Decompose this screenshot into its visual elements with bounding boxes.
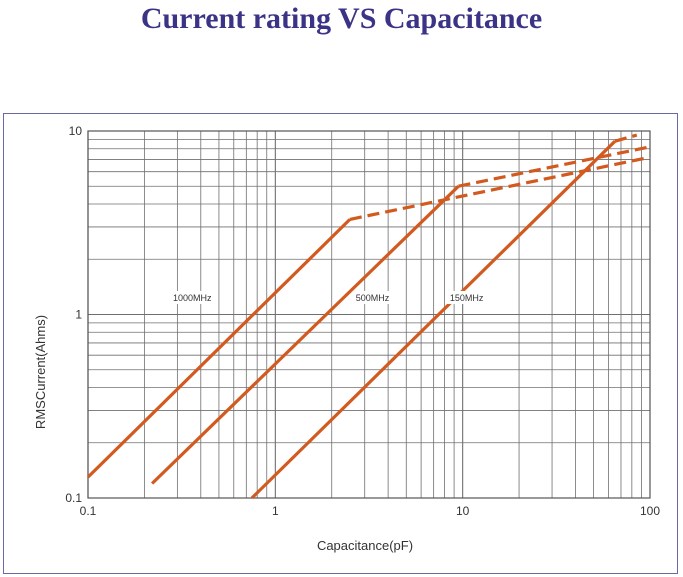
grid xyxy=(87,130,651,499)
series-extension-500mhz xyxy=(458,145,651,188)
page-title: Current rating VS Capacitance xyxy=(140,2,543,35)
tick-labels: 0.1 1 10 100 0.1 1 10 xyxy=(65,124,660,518)
y-tick-label: 10 xyxy=(69,124,83,138)
series-label-500mhz: 500MHz xyxy=(356,293,390,303)
series-lines xyxy=(86,133,651,500)
y-tick-label: 1 xyxy=(75,308,82,322)
series-label-bg-1000mhz xyxy=(169,290,215,304)
x-tick-label: 1 xyxy=(272,504,279,518)
x-tick-label: 100 xyxy=(640,504,660,518)
series-label-1000mhz: 1000MHz xyxy=(173,293,212,303)
plot-border xyxy=(87,130,651,499)
series-extension-1000mhz xyxy=(349,155,651,221)
series-line-150mhz xyxy=(250,140,617,500)
y-tick-label: 0.1 xyxy=(65,491,82,505)
x-tick-label: 0.1 xyxy=(80,504,97,518)
series-label-bg-500mhz xyxy=(352,290,393,304)
series-line-500mhz xyxy=(150,185,460,485)
x-axis-title: Capacitance(pF) xyxy=(317,538,413,553)
chart: 0.1 1 10 100 0.1 1 10 1000MHz 500MHz 150MHz Capa… xyxy=(33,124,660,553)
series-line-1000mhz xyxy=(86,218,352,479)
series-labels: 1000MHz 500MHz 150MHz xyxy=(169,290,487,304)
series-label-bg-150mhz xyxy=(446,290,487,304)
series-extension-150mhz xyxy=(614,133,638,143)
y-axis-title: RMSCurrent(Ahms) xyxy=(33,315,48,429)
chart-frame: 0.1 1 10 100 0.1 1 10 1000MHz 500MHz 150MHz Capa… xyxy=(3,113,678,574)
series-label-150mhz: 150MHz xyxy=(450,293,484,303)
x-tick-label: 10 xyxy=(456,504,470,518)
